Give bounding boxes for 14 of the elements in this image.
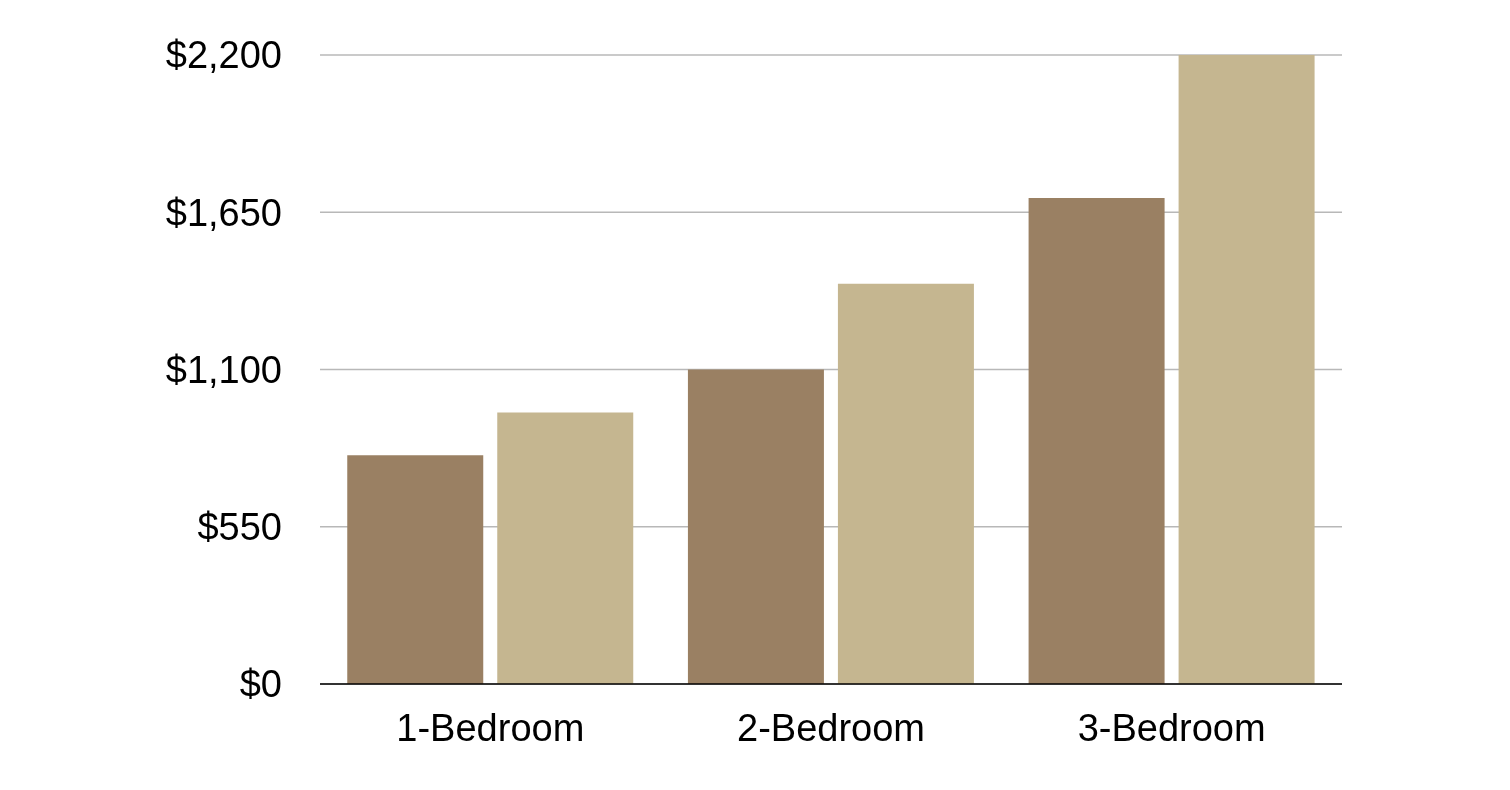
x-tick-label: 3-Bedroom (1077, 706, 1266, 749)
bar (497, 412, 634, 684)
y-tick-label: $1,100 (165, 348, 282, 391)
bar (1028, 197, 1165, 684)
y-tick-label: $550 (197, 506, 282, 549)
bar (347, 455, 484, 684)
bar (687, 369, 824, 684)
y-tick-label: $0 (239, 663, 282, 706)
bar (837, 283, 974, 684)
bar (1178, 55, 1315, 684)
x-tick-label: 1-Bedroom (396, 706, 585, 749)
x-tick-label: 2-Bedroom (737, 706, 925, 749)
y-tick-label: $2,200 (165, 34, 282, 77)
y-tick-label: $1,650 (165, 191, 282, 234)
